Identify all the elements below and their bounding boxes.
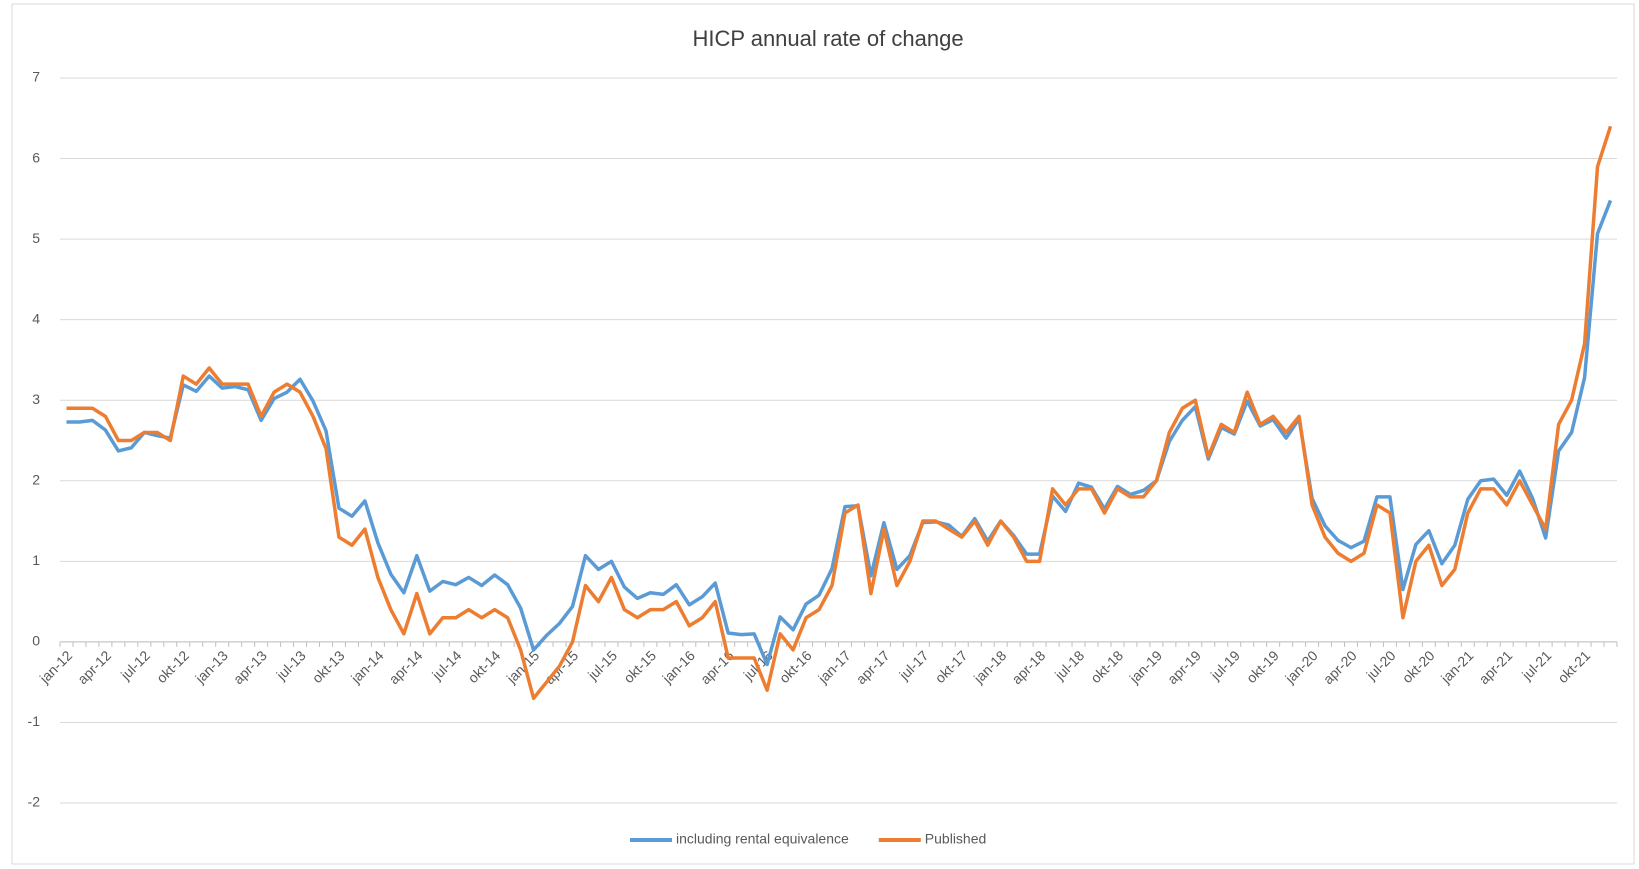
y-tick-label: 1 (32, 552, 40, 568)
line-series (66, 199, 1613, 667)
y-tick-label: 6 (32, 149, 40, 165)
chart-title: HICP annual rate of change (692, 26, 963, 51)
y-tick-label: -2 (28, 794, 41, 810)
y-tick-label: 0 (32, 633, 40, 649)
chart-border (11, 3, 1635, 865)
legend-label: including rental equivalence (676, 831, 849, 847)
y-tick-label: -1 (28, 713, 41, 729)
y-tick-label: 2 (32, 471, 40, 487)
y-tick-label: 4 (32, 310, 40, 326)
line-series (66, 125, 1613, 701)
y-tick-label: 3 (32, 391, 40, 407)
legend-label: Published (925, 831, 987, 847)
y-tick-label: 5 (32, 230, 40, 246)
y-tick-label: 7 (32, 69, 40, 85)
